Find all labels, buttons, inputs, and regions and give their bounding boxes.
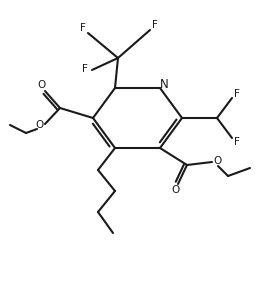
Text: F: F	[80, 23, 86, 33]
Text: O: O	[214, 156, 222, 166]
Text: F: F	[234, 137, 240, 147]
Text: F: F	[82, 64, 88, 74]
Text: F: F	[234, 89, 240, 99]
Text: O: O	[35, 120, 43, 130]
Text: N: N	[160, 77, 168, 90]
Text: F: F	[152, 20, 158, 30]
Text: O: O	[172, 185, 180, 195]
Text: O: O	[37, 80, 45, 90]
